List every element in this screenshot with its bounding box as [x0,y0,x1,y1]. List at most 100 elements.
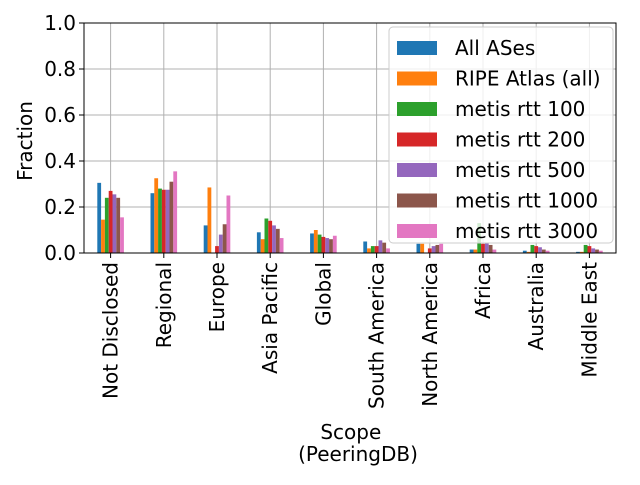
bar [382,242,387,253]
legend-swatch [397,193,437,208]
y-tick-label: 0.2 [44,195,76,219]
bar [587,246,592,253]
x-axis: Not Disclosed Regional Europe Asia Pacific G… [99,253,601,409]
bar [310,233,314,253]
legend-label: All ASes [455,36,535,60]
bar [427,248,432,253]
bar [541,249,546,253]
bar [112,194,117,253]
bar [218,234,223,253]
bar [158,188,162,253]
bar [598,250,603,253]
bar [591,248,596,253]
bar [538,247,542,253]
x-axis-label-line-1: Scope [320,420,381,444]
bar [583,244,588,253]
bar [165,189,170,253]
x-tick-label: Middle East [577,262,601,378]
bar [173,171,178,253]
y-tick-label: 0.0 [44,241,76,265]
bar [522,250,527,253]
bar [313,230,318,253]
bar [222,224,227,253]
bar [120,217,124,253]
bar [317,234,322,253]
legend-label: metis rtt 1000 [455,189,598,213]
bar [435,244,440,253]
bar [104,197,109,253]
legend-swatch [397,163,437,177]
x-tick-label: Europe [205,262,229,332]
bar [469,249,474,253]
bar [370,246,375,253]
bar [530,244,535,253]
bar [169,181,174,253]
bar [420,243,425,253]
legend-swatch [397,71,437,86]
x-tick-label: North America [418,262,442,407]
bar [439,243,444,253]
bar [416,243,421,253]
x-axis-label-line-2: (PeeringDB) [298,442,418,466]
bar [484,242,489,253]
bar [203,225,208,253]
plot-frame [83,22,617,254]
legend: All ASes RIPE Atlas (all) metis rtt 100 met… [388,26,614,244]
y-tick-label: 0.4 [44,149,76,173]
bar [579,251,584,253]
bar [526,251,531,253]
bar [116,197,121,253]
bar [150,193,155,253]
x-tick-label: Regional [152,262,176,348]
bar [367,248,371,253]
bar [595,249,599,253]
legend-swatch [397,102,437,116]
bar [363,241,368,253]
x-axis-label: Scope (PeeringDB) [298,420,418,466]
x-tick-label: Asia Pacific [258,262,282,374]
bar [378,240,383,253]
bar [279,238,284,253]
y-tick-label: 1.0 [44,11,76,35]
bar [226,195,231,253]
bar [260,239,265,253]
bar [386,248,390,253]
bar [268,220,273,253]
bar [545,250,550,253]
x-tick-label: Global [311,262,335,326]
legend-swatch [397,224,437,238]
bar [321,236,326,253]
x-tick-label: Not Disclosed [99,262,123,399]
bar [473,249,478,253]
bar [332,235,337,253]
y-axis-label: Fraction [13,101,37,181]
bar [488,244,493,253]
bar [492,249,497,253]
bar [207,187,212,253]
bar [161,189,166,253]
bar [154,178,159,253]
legend-label: metis rtt 3000 [455,219,598,243]
legend-swatch [397,41,437,55]
bar [481,243,485,253]
legend-label: RIPE Atlas (all) [455,67,601,91]
bar [325,238,330,253]
bar [576,251,580,253]
bar [534,246,539,253]
legend-label: metis rtt 100 [455,97,585,121]
bar [256,232,261,253]
bar [108,190,113,253]
bar [275,228,280,253]
y-tick-label: 0.6 [44,103,76,127]
legend-label: metis rtt 500 [455,158,585,182]
x-tick-label: South America [365,262,389,409]
legend-label: metis rtt 200 [455,128,585,152]
x-tick-label: Africa [471,262,495,319]
bar [215,246,219,253]
legend-swatch [397,132,437,147]
bar [101,219,105,253]
bar [374,246,379,253]
bar [272,225,276,253]
